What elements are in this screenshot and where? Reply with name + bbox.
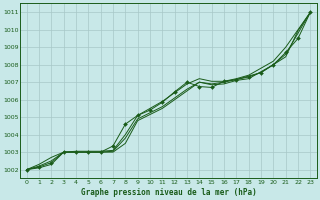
X-axis label: Graphe pression niveau de la mer (hPa): Graphe pression niveau de la mer (hPa) bbox=[81, 188, 256, 197]
